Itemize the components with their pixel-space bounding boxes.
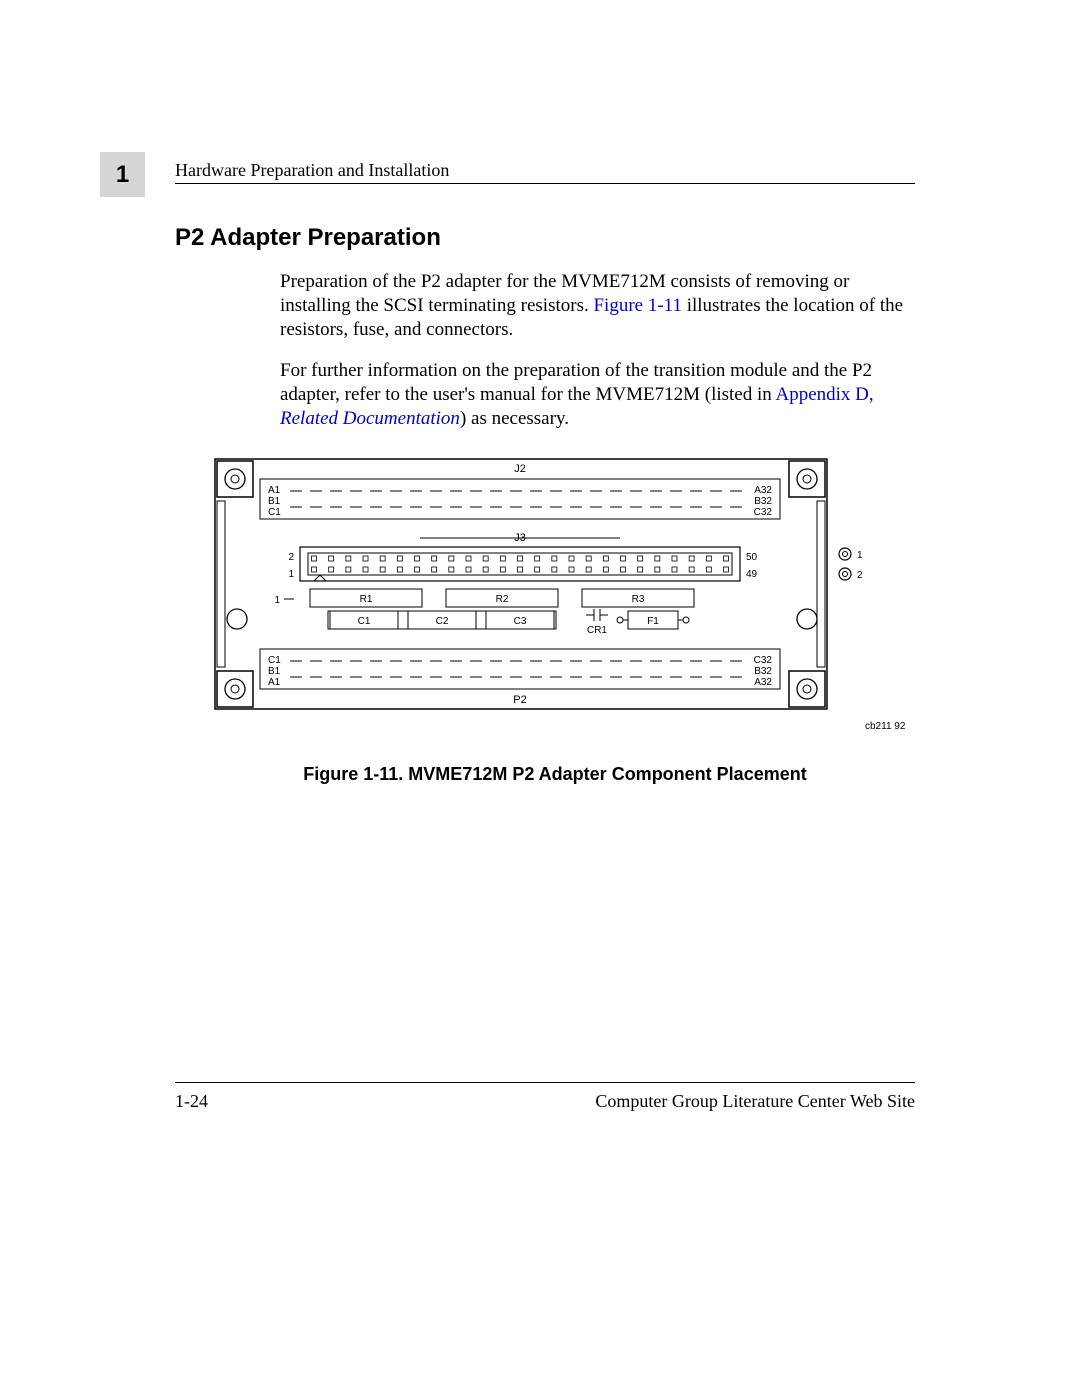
svg-text:A1: A1 bbox=[268, 677, 281, 688]
svg-text:A32: A32 bbox=[754, 677, 772, 688]
svg-text:50: 50 bbox=[746, 552, 758, 563]
body-text-block: Preparation of the P2 adapter for the MV… bbox=[280, 270, 910, 431]
svg-text:F1: F1 bbox=[647, 616, 659, 627]
svg-text:R2: R2 bbox=[496, 594, 509, 605]
footer-site-text: Computer Group Literature Center Web Sit… bbox=[595, 1091, 915, 1112]
svg-text:49: 49 bbox=[746, 569, 758, 580]
para2-text-b: ) as necessary. bbox=[460, 408, 569, 429]
svg-text:B32: B32 bbox=[754, 666, 772, 677]
footer-rule bbox=[175, 1082, 915, 1083]
running-header: Hardware Preparation and Installation bbox=[175, 160, 915, 181]
svg-text:1: 1 bbox=[274, 595, 280, 606]
chapter-number: 1 bbox=[116, 161, 129, 189]
page-number: 1-24 bbox=[175, 1091, 208, 1112]
page-body: Hardware Preparation and Installation P2… bbox=[175, 160, 915, 785]
svg-text:C1: C1 bbox=[358, 616, 371, 627]
svg-text:B32: B32 bbox=[754, 496, 772, 507]
svg-text:2: 2 bbox=[288, 552, 294, 563]
svg-text:2: 2 bbox=[857, 570, 863, 581]
paragraph-1: Preparation of the P2 adapter for the MV… bbox=[280, 270, 910, 341]
svg-text:C32: C32 bbox=[754, 507, 773, 518]
component-diagram: J2A1B1C1A32B32C32P2C1B1A1C32B32A32J32150… bbox=[205, 449, 905, 739]
svg-text:P2: P2 bbox=[513, 694, 526, 706]
svg-text:R1: R1 bbox=[360, 594, 373, 605]
svg-text:B1: B1 bbox=[268, 666, 281, 677]
svg-text:R3: R3 bbox=[632, 594, 645, 605]
svg-text:C1: C1 bbox=[268, 507, 281, 518]
svg-text:CR1: CR1 bbox=[587, 625, 607, 636]
chapter-tab: 1 bbox=[100, 152, 145, 197]
section-heading: P2 Adapter Preparation bbox=[175, 224, 915, 252]
svg-text:cb211 9212: cb211 9212 bbox=[865, 721, 905, 732]
appendix-link-part2[interactable]: Related Documentation bbox=[280, 408, 460, 429]
svg-text:C3: C3 bbox=[514, 616, 527, 627]
page-footer: 1-24 Computer Group Literature Center We… bbox=[175, 1082, 915, 1112]
header-rule bbox=[175, 183, 915, 184]
paragraph-2: For further information on the preparati… bbox=[280, 359, 910, 430]
svg-text:B1: B1 bbox=[268, 496, 281, 507]
svg-text:C1: C1 bbox=[268, 655, 281, 666]
figure-block: J2A1B1C1A32B32C32P2C1B1A1C32B32A32J32150… bbox=[205, 449, 905, 785]
svg-text:1: 1 bbox=[288, 569, 294, 580]
svg-text:J2: J2 bbox=[514, 463, 526, 475]
svg-text:1: 1 bbox=[857, 550, 863, 561]
figure-link[interactable]: Figure 1-11 bbox=[593, 295, 681, 316]
appendix-link-part1[interactable]: Appendix D, bbox=[775, 384, 873, 405]
svg-text:A1: A1 bbox=[268, 485, 281, 496]
svg-text:C32: C32 bbox=[754, 655, 773, 666]
figure-caption: Figure 1-11. MVME712M P2 Adapter Compone… bbox=[205, 764, 905, 785]
svg-text:C2: C2 bbox=[436, 616, 449, 627]
svg-text:A32: A32 bbox=[754, 485, 772, 496]
